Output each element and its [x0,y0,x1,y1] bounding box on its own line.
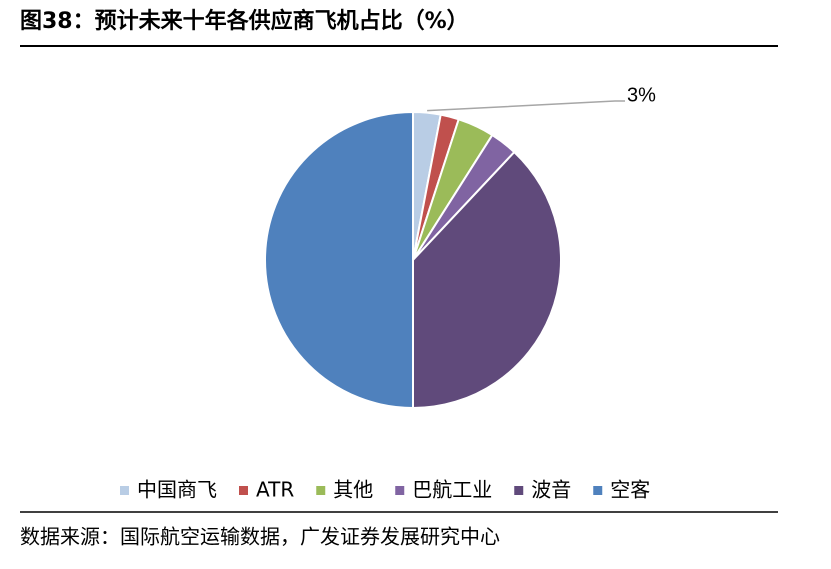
legend-label: 中国商飞 [137,478,217,502]
legend-swatch [395,486,405,495]
legend-label: 巴航工业 [412,478,492,502]
data-label: 3% [627,84,656,106]
legend-swatch [593,486,603,495]
legend-label: 其他 [333,478,373,502]
leader-line [427,100,625,112]
legend-label: 波音 [531,478,571,502]
source-note: 数据来源：国际航空运输数据，广发证券发展研究中心 [20,525,500,549]
pie-slice [264,110,414,410]
legend-label: ATR [256,478,294,502]
legend-label: 空客 [610,478,650,502]
pie-slice [412,150,562,410]
legend-swatch [514,486,524,495]
legend-swatch [316,486,326,495]
legend-swatch [239,486,248,495]
legend-swatch [120,486,129,495]
chart-title: 图38：预计未来十年各供应商飞机占比（%） [20,8,469,34]
